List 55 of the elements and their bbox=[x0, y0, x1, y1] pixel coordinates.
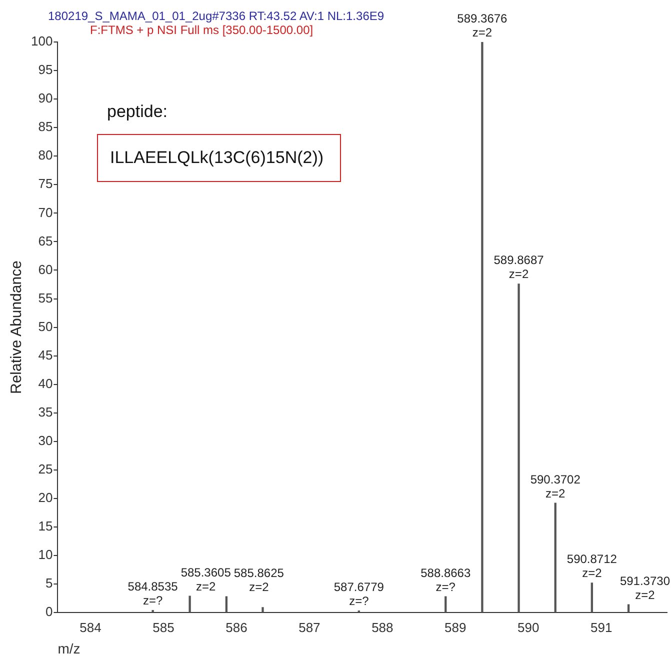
bar bbox=[627, 604, 630, 612]
chart-title: 180219_S_MAMA_01_01_2ug#7336 RT:43.52 AV:1 NL:1.36E9 bbox=[48, 9, 384, 23]
y-tick-label: 75 bbox=[38, 176, 53, 192]
y-tick-label: 80 bbox=[38, 148, 53, 163]
y-tick-label: 95 bbox=[38, 62, 53, 78]
y-tick-label: 20 bbox=[38, 490, 53, 506]
y-tick-label: 85 bbox=[38, 119, 53, 134]
annotation: 585.8625 z=2 bbox=[234, 566, 284, 594]
y-tick-label: 100 bbox=[30, 34, 53, 49]
annotation: 585.3605 z=2 bbox=[180, 565, 232, 594]
y-tick-label: 0 bbox=[45, 604, 53, 620]
y-tick-label: 60 bbox=[38, 262, 53, 277]
annotation: 589.3676 z=2 bbox=[457, 11, 508, 40]
x-tick-label: 589 bbox=[444, 620, 466, 635]
annotation: ILLAEELQLk(13C(6)15N(2)) bbox=[97, 134, 341, 182]
bar bbox=[225, 596, 228, 612]
bar bbox=[444, 596, 447, 612]
bar bbox=[152, 610, 154, 612]
y-tick-label: 15 bbox=[38, 518, 53, 534]
annotation: 589.8687 z=2 bbox=[494, 253, 544, 282]
bar bbox=[262, 607, 264, 612]
annotation: 584.8535 z=? bbox=[128, 580, 178, 608]
annotation: 587.6779 z=? bbox=[334, 580, 384, 608]
y-tick-label: 40 bbox=[38, 376, 53, 391]
annotation: 590.3702 z=2 bbox=[530, 472, 581, 500]
y-tick-label: 65 bbox=[38, 233, 53, 248]
x-axis-title: m/z bbox=[58, 640, 80, 656]
x-tick-label: 591 bbox=[590, 620, 612, 635]
y-tick-label: 10 bbox=[38, 547, 53, 562]
x-tick-label: 585 bbox=[152, 620, 174, 635]
x-tick-label: 584 bbox=[80, 620, 102, 635]
x-tick-label: 586 bbox=[226, 620, 248, 635]
bar bbox=[188, 596, 191, 612]
bar bbox=[481, 42, 484, 612]
y-tick-label: 30 bbox=[38, 433, 53, 448]
y-tick-label: 45 bbox=[38, 347, 53, 362]
y-tick-label: 35 bbox=[38, 404, 53, 420]
bar bbox=[554, 502, 556, 612]
y-tick-label: 55 bbox=[38, 290, 53, 306]
x-tick-label: 590 bbox=[518, 620, 540, 635]
annotation: peptide: bbox=[107, 102, 168, 122]
bar bbox=[590, 582, 594, 612]
annotation: 590.8712 z=2 bbox=[566, 552, 618, 580]
chart-subtitle: F:FTMS + p NSI Full ms [350.00-1500.00] bbox=[90, 23, 314, 37]
annotation: 588.8663 z=? bbox=[420, 566, 471, 594]
y-axis-title: Relative Abundance bbox=[8, 260, 26, 394]
annotation: 591.3730 z=2 bbox=[620, 574, 670, 602]
y-tick-label: 25 bbox=[38, 462, 53, 477]
bar bbox=[518, 284, 520, 612]
x-tick-label: 588 bbox=[372, 620, 394, 635]
y-tick-label: 70 bbox=[38, 204, 53, 220]
x-tick-label: 587 bbox=[298, 620, 320, 635]
y-tick-label: 90 bbox=[38, 90, 53, 106]
y-tick-label: 5 bbox=[45, 576, 53, 591]
y-tick-label: 50 bbox=[38, 318, 53, 334]
